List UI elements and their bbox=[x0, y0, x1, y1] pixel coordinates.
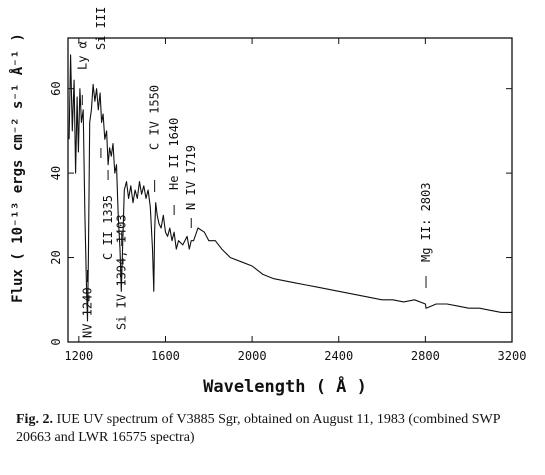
chart-axes bbox=[67, 37, 513, 343]
annotation-label: Si III 1302 bbox=[94, 0, 108, 50]
annotation-label: Si IV 1394, 1403 bbox=[115, 214, 129, 330]
annotation-label: Ly α bbox=[75, 41, 89, 70]
annotation-label: NV 1240 bbox=[80, 287, 94, 338]
x-tick-label: 3200 bbox=[498, 349, 527, 363]
annotation-label: He II 1640 bbox=[167, 118, 181, 190]
x-tick-label: 2400 bbox=[324, 349, 353, 363]
spectrum-line bbox=[68, 54, 512, 322]
caption-label: Fig. 2. bbox=[16, 412, 53, 427]
chart-series bbox=[68, 54, 512, 322]
plot-frame bbox=[67, 37, 513, 343]
y-tick-label: 0 bbox=[49, 338, 63, 345]
x-tick-label: 1200 bbox=[64, 349, 93, 363]
x-axis-label: Wavelength ( Å ) bbox=[203, 374, 367, 397]
x-tick-label: 1600 bbox=[151, 349, 180, 363]
x-tick-label: 2000 bbox=[238, 349, 267, 363]
x-tick-label: 2800 bbox=[411, 349, 440, 363]
annotation-label: N IV 1719 bbox=[184, 145, 198, 210]
figure-caption: Fig. 2. IUE UV spectrum of V3885 Sgr, ob… bbox=[16, 411, 531, 447]
chart-annotations: Ly α Si III 1302 NV 1240 C II 1335 Si IV 139… bbox=[75, 0, 433, 338]
y-axis-label: Flux ( 10⁻¹³ ergs cm⁻² s⁻¹ Å⁻¹ ) bbox=[9, 33, 26, 303]
caption-text: IUE UV spectrum of V3885 Sgr, obtained o… bbox=[16, 412, 500, 445]
chart-ticks: 1200 1600 2000 2400 2800 3200 0 20 40 60 bbox=[49, 38, 526, 363]
spectrum-chart: 1200 1600 2000 2400 2800 3200 0 20 40 60 Ly α Si I… bbox=[9, 0, 526, 397]
y-tick-label: 20 bbox=[49, 250, 63, 264]
annotation-label: C IV 1550 bbox=[148, 85, 162, 150]
y-tick-label: 40 bbox=[49, 166, 63, 180]
annotation-label: C II 1335 bbox=[101, 195, 115, 260]
y-tick-label: 60 bbox=[49, 81, 63, 95]
annotation-label: Mg II: 2803 bbox=[419, 183, 433, 262]
